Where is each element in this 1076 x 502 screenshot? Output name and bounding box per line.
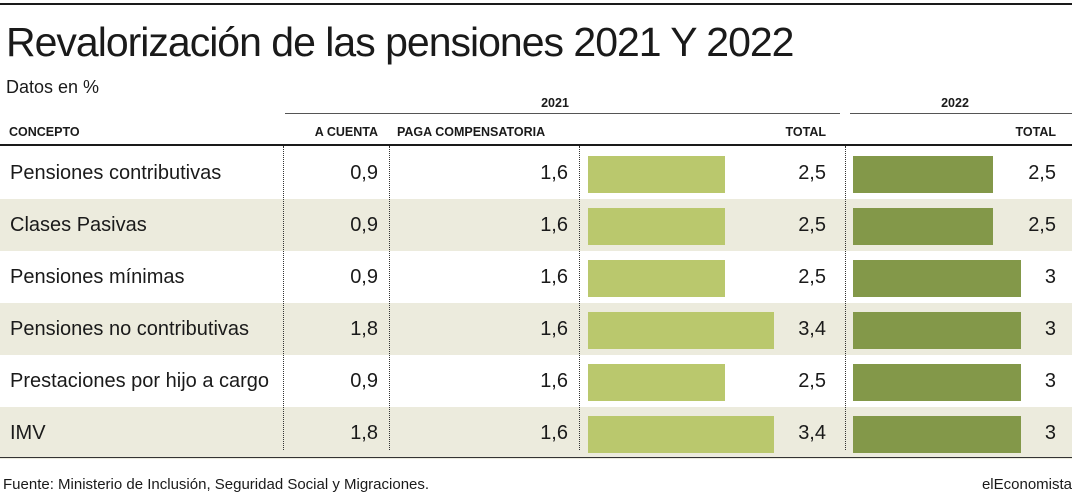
paga-compensatoria-value: 1,6: [540, 422, 568, 444]
total-2022-value: 3: [1044, 318, 1056, 340]
total-2022-value: 3: [1044, 266, 1056, 288]
source-note: Fuente: Ministerio de Inclusión, Segurid…: [3, 476, 430, 493]
bar-2021: [588, 156, 725, 193]
total-2022-value: 2,5: [1028, 162, 1056, 184]
chart-title: Revalorización de las pensiones 2021 Y 2…: [6, 19, 794, 65]
total-2021-value: 2,5: [798, 214, 826, 236]
bar-2021: [588, 312, 774, 349]
chart-subtitle: Datos en %: [6, 77, 100, 97]
bar-2022: [853, 260, 1021, 297]
year-2021-rule: [285, 113, 840, 114]
paga-compensatoria-value: 1,6: [540, 266, 568, 288]
bar-2021: [588, 416, 774, 453]
concepto-label: Pensiones mínimas: [10, 266, 185, 288]
top-rule: [0, 3, 1072, 5]
concepto-label: Clases Pasivas: [10, 214, 147, 236]
col-header-total-2022: TOTAL: [1015, 125, 1056, 139]
col-header-concepto: CONCEPTO: [9, 125, 80, 139]
bar-2021: [588, 208, 725, 245]
table-row: Clases Pasivas 0,9 1,6 2,5 2,5: [0, 199, 1072, 251]
col-header-paga-compensatoria: PAGA COMPENSATORIA: [397, 125, 546, 139]
year-2022-header: 2022: [941, 96, 969, 110]
table-row: Pensiones contributivas 0,9 1,6 2,5 2,5: [0, 147, 1072, 199]
total-2021-value: 3,4: [798, 422, 826, 444]
column-separator: [579, 146, 580, 450]
a-cuenta-value: 0,9: [350, 214, 378, 236]
bar-2021: [588, 260, 725, 297]
paga-compensatoria-value: 1,6: [540, 214, 568, 236]
a-cuenta-value: 0,9: [350, 162, 378, 184]
header-rule: [0, 144, 1072, 146]
col-header-a-cuenta: A CUENTA: [314, 125, 378, 139]
table-row: Pensiones mínimas 0,9 1,6 2,5 3: [0, 251, 1072, 303]
year-2021-header: 2021: [541, 96, 569, 110]
column-separator: [389, 146, 390, 450]
paga-compensatoria-value: 1,6: [540, 162, 568, 184]
total-2021-value: 2,5: [798, 370, 826, 392]
concepto-label: Pensiones no contributivas: [10, 318, 250, 340]
a-cuenta-value: 1,8: [350, 422, 378, 444]
total-2021-value: 2,5: [798, 162, 826, 184]
total-2022-value: 3: [1044, 370, 1056, 392]
table-row: Prestaciones por hijo a cargo 0,9 1,6 2,5 3: [0, 355, 1072, 407]
total-2021-value: 2,5: [798, 266, 826, 288]
footer-rule: [0, 457, 1072, 458]
paga-compensatoria-value: 1,6: [540, 318, 568, 340]
bar-2022: [853, 416, 1021, 453]
total-2022-value: 3: [1044, 422, 1056, 444]
total-2021-value: 3,4: [798, 318, 826, 340]
a-cuenta-value: 0,9: [350, 266, 378, 288]
concepto-label: Pensiones contributivas: [10, 162, 222, 184]
paga-compensatoria-value: 1,6: [540, 370, 568, 392]
bar-2021: [588, 364, 725, 401]
bar-2022: [853, 208, 993, 245]
column-separator: [845, 146, 846, 450]
total-2022-value: 2,5: [1028, 214, 1056, 236]
bar-2022: [853, 364, 1021, 401]
a-cuenta-value: 0,9: [350, 370, 378, 392]
col-header-total-2021: TOTAL: [785, 125, 826, 139]
bar-2022: [853, 312, 1021, 349]
bar-2022: [853, 156, 993, 193]
column-separator: [283, 146, 284, 450]
concepto-label: IMV: [10, 422, 46, 444]
table-row: Pensiones no contributivas 1,8 1,6 3,4 3: [0, 303, 1072, 355]
concepto-label: Prestaciones por hijo a cargo: [10, 370, 270, 392]
brand-logo: elEconomista: [981, 476, 1072, 493]
year-2022-rule: [850, 113, 1072, 114]
a-cuenta-value: 1,8: [350, 318, 378, 340]
table-row: IMV 1,8 1,6 3,4 3: [0, 407, 1072, 459]
